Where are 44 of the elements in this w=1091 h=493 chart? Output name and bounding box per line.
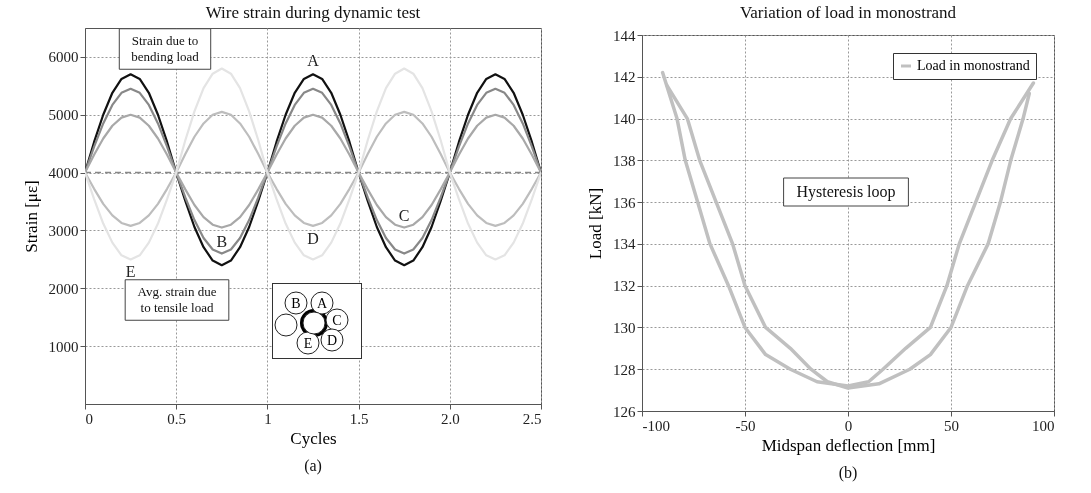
y-axis-title: Strain [με] — [21, 180, 41, 253]
series-label: D — [307, 229, 319, 247]
x-tick-label: 0 — [85, 410, 93, 427]
series-label: E — [125, 263, 136, 281]
y-tick-label: 5000 — [48, 107, 79, 124]
series-label: A — [307, 52, 320, 70]
x-tick-label: -50 — [735, 417, 756, 434]
y-tick-label: 1000 — [48, 338, 79, 355]
y-tick-label: 6000 — [48, 49, 79, 66]
x-tick-label: 1 — [264, 410, 272, 427]
x-tick-label: 2.5 — [522, 410, 542, 427]
text: (a) — [304, 457, 322, 475]
x-tick-label: 1.5 — [349, 410, 369, 427]
y-tick-label: 130 — [613, 319, 636, 336]
y-tick-label: 128 — [613, 361, 636, 378]
legend-label: Load in monostrand — [917, 58, 1030, 73]
y-tick-label: 134 — [613, 236, 636, 253]
x-tick-label: 50 — [944, 417, 959, 434]
y-tick-label: 4000 — [48, 165, 79, 182]
series-label: C — [398, 206, 410, 224]
x-tick-label: 0 — [844, 417, 853, 434]
x-axis-title: Midspan deflection [mm] — [761, 435, 936, 455]
x-tick-label: 0.5 — [167, 410, 187, 427]
y-tick-label: 138 — [613, 152, 636, 169]
x-axis-title: Cycles — [290, 428, 337, 448]
y-tick-label: 136 — [613, 194, 636, 211]
y-tick-label: 2000 — [48, 280, 79, 297]
text: (b) — [838, 464, 858, 482]
y-tick-label: 3000 — [48, 222, 79, 239]
y-tick-label: 126 — [613, 403, 636, 420]
y-axis-title: Load [kN] — [586, 187, 605, 260]
annotation: Strain due to bending load — [131, 32, 200, 65]
y-tick-label: 140 — [613, 111, 636, 128]
x-tick-label: -100 — [642, 417, 670, 434]
annotation: Avg. strain due to tensile load — [137, 283, 217, 316]
y-tick-label: 142 — [613, 69, 636, 86]
chart-title: Wire strain during dynamic test — [205, 3, 421, 22]
annotation: Hysteresis loop — [796, 183, 896, 201]
y-tick-label: 132 — [613, 278, 636, 295]
y-tick-label: 144 — [613, 27, 636, 44]
series-label: B — [216, 232, 228, 250]
x-tick-label: 100 — [1032, 417, 1055, 434]
x-tick-label: 2.0 — [440, 410, 460, 427]
chart-title: Variation of load in monostrand — [739, 3, 957, 22]
